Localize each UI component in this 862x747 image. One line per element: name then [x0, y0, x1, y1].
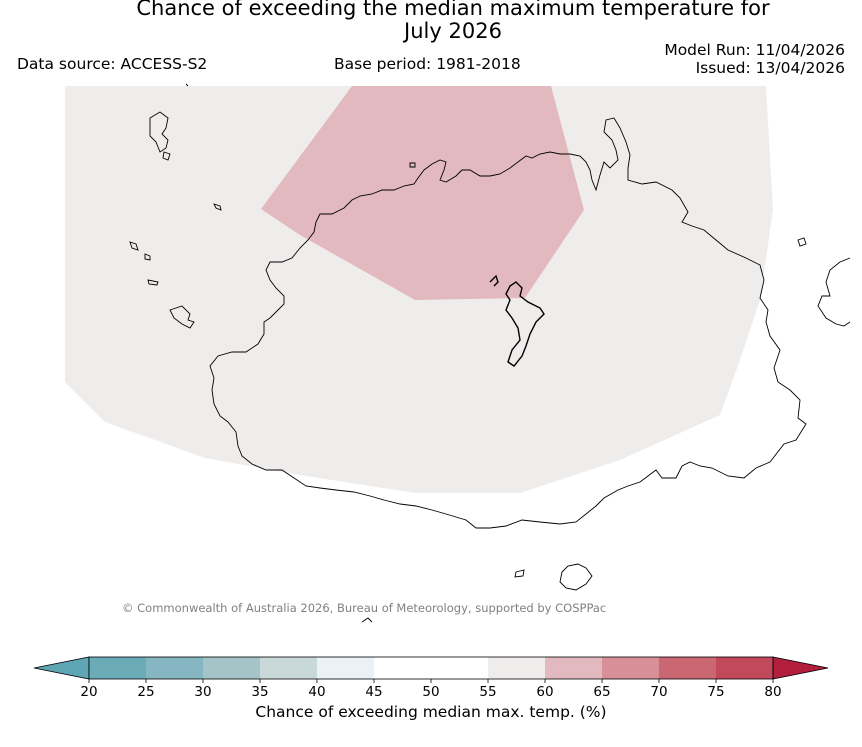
island	[144, 253, 151, 261]
run-info: Model Run: 11/04/2026 Issued: 13/04/2026	[664, 41, 845, 77]
colorbar-tick-label: 60	[536, 684, 553, 700]
data-source-label: Data source: ACCESS-S2	[17, 55, 208, 73]
island	[514, 569, 525, 578]
island	[361, 617, 373, 623]
colorbar-tick-label: 25	[137, 684, 154, 700]
forecast-map	[65, 83, 851, 623]
colorbar-segment	[431, 657, 488, 679]
colorbar-extend-high	[772, 656, 829, 680]
colorbar-tick-label: 50	[422, 684, 439, 700]
copyright-credit: © Commonwealth of Australia 2026, Bureau…	[122, 601, 607, 615]
colorbar-tick-label: 65	[593, 684, 610, 700]
island	[559, 563, 593, 591]
model-run-label: Model Run: 11/04/2026	[664, 41, 845, 59]
island	[149, 111, 169, 153]
colorbar-extend-low	[33, 656, 90, 680]
island	[169, 305, 195, 329]
colorbar-tick-label: 40	[308, 684, 325, 700]
colorbar-segment	[602, 657, 659, 679]
title-line-2: July 2026	[404, 19, 502, 43]
issued-label: Issued: 13/04/2026	[695, 59, 845, 77]
colorbar-segment	[545, 657, 602, 679]
port-phillip-bay	[489, 274, 545, 367]
base-period-label: Base period: 1981-2018	[334, 55, 521, 73]
colorbar-tick-label: 35	[251, 684, 268, 700]
colorbar-tick-label: 75	[707, 684, 724, 700]
colorbar-title: Chance of exceeding median max. temp. (%…	[255, 703, 607, 721]
colorbar-segment	[374, 657, 431, 679]
colorbar-segment	[203, 657, 260, 679]
colorbar-tick-label: 55	[479, 684, 496, 700]
colorbar-segment	[260, 657, 317, 679]
colorbar-segment	[716, 657, 773, 679]
island	[185, 83, 189, 87]
island	[213, 203, 222, 211]
colorbar-segment	[89, 657, 146, 679]
colorbar-segment	[488, 657, 545, 679]
colorbar-tick-label: 45	[365, 684, 382, 700]
coastline-fragment	[817, 257, 851, 327]
map-title: Chance of exceeding the median maximum t…	[0, 0, 862, 43]
island	[409, 162, 416, 168]
colorbar-tick-label: 20	[80, 684, 97, 700]
island	[162, 151, 171, 161]
island	[129, 241, 139, 251]
colorbar-segment	[659, 657, 716, 679]
colorbar: 20 25 30 35 40 45 50 55 60 65 70 75 80	[33, 656, 829, 700]
title-line-1: Chance of exceeding the median maximum t…	[136, 0, 770, 20]
colorbar-segment	[146, 657, 203, 679]
probability-zone-60-65	[261, 86, 584, 300]
colorbar-segment	[317, 657, 374, 679]
island	[147, 279, 159, 286]
island	[797, 237, 807, 247]
colorbar-tick-label: 80	[764, 684, 781, 700]
colorbar-tick-label: 30	[194, 684, 211, 700]
victoria-coastline	[209, 117, 807, 529]
colorbar-tick-label: 70	[650, 684, 667, 700]
